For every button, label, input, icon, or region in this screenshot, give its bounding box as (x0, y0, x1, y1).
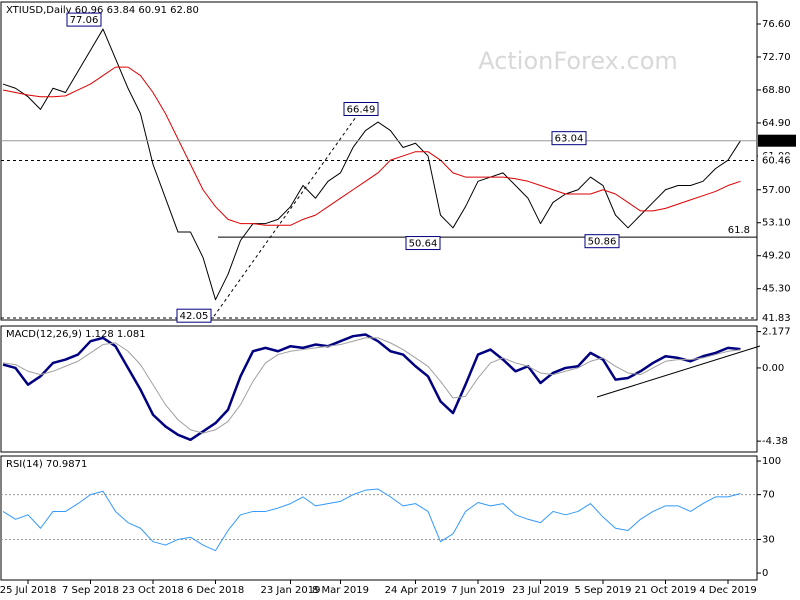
x-tick-label: 23 Jan 2019 (261, 585, 321, 596)
price-level-box (758, 134, 796, 147)
x-tick-label: 4 Dec 2019 (699, 585, 757, 596)
y-tick-label: 45.30 (762, 284, 791, 295)
y-tick-label: 76.60 (762, 19, 791, 30)
y-tick-label: 57.00 (762, 185, 791, 196)
x-tick-label: 7 Jun 2019 (451, 585, 505, 596)
series-line (2, 337, 741, 434)
annotation-box (551, 131, 587, 146)
y-tick-label: 68.80 (762, 85, 791, 96)
x-tick-label: 23 Oct 2018 (122, 585, 184, 596)
x-tick-label: 6 Dec 2018 (187, 585, 245, 596)
annotation-box (343, 101, 379, 116)
y-tick-label: -4.38 (762, 436, 788, 447)
y-tick-label: 70 (762, 490, 775, 501)
rsi-title: RSI(14) 70.9871 (6, 459, 87, 470)
annotation-label: 50.64 (409, 239, 438, 250)
x-tick-label: 25 Jul 2018 (0, 585, 56, 596)
annotation-box (176, 308, 212, 323)
x-tick-label: 23 Jul 2019 (512, 585, 569, 596)
price-level-box (758, 312, 796, 325)
y-tick-label: 2.177 (762, 327, 791, 338)
annotation-label: 63.04 (555, 134, 584, 145)
x-tick-label: 8 Mar 2019 (312, 585, 369, 596)
annotation-label: 77.06 (70, 15, 99, 26)
fib-label: 61.8 (728, 225, 750, 236)
macd-trendline (596, 345, 761, 398)
x-tick-label: 5 Sep 2019 (574, 585, 631, 596)
x-tick-label: 24 Apr 2019 (385, 585, 447, 596)
annotation-box (66, 12, 102, 27)
annotation-label: 42.05 (180, 311, 209, 322)
macd-title: MACD(12,26,9) 1.128 1.081 (6, 329, 146, 340)
series-line (2, 28, 741, 301)
price-level-label: 41.83 (762, 313, 791, 324)
macd-panel (0, 325, 758, 453)
price-level-box (758, 154, 796, 167)
y-tick-label: 30 (762, 534, 775, 545)
series-line (2, 488, 741, 552)
x-tick-label: 7 Sep 2018 (62, 585, 119, 596)
rsi-panel (0, 455, 758, 581)
series-line (2, 66, 741, 226)
y-tick-label: 72.70 (762, 52, 791, 63)
y-tick-label: 100 (762, 456, 781, 467)
trendline (213, 115, 358, 317)
price-level-label: 60.46 (762, 155, 791, 166)
annotation-label: 66.49 (347, 104, 376, 115)
price-title: XTIUSD,Daily 60.96 63.84 60.91 62.80 (6, 5, 199, 16)
y-tick-label: 0 (762, 568, 768, 579)
watermark: ActionForex.com (478, 47, 678, 75)
price-panel (0, 1, 758, 321)
annotation-box (405, 236, 441, 251)
y-tick-label: 64.90 (762, 118, 791, 129)
y-tick-label: 49.20 (762, 251, 791, 262)
x-tick-label: 21 Oct 2019 (635, 585, 697, 596)
y-tick-label: 0.00 (762, 363, 784, 374)
annotation-box (584, 234, 620, 249)
y-tick-label: 53.10 (762, 218, 791, 229)
price-level-label: 62.80 (762, 136, 791, 147)
annotation-label: 50.86 (588, 237, 617, 248)
